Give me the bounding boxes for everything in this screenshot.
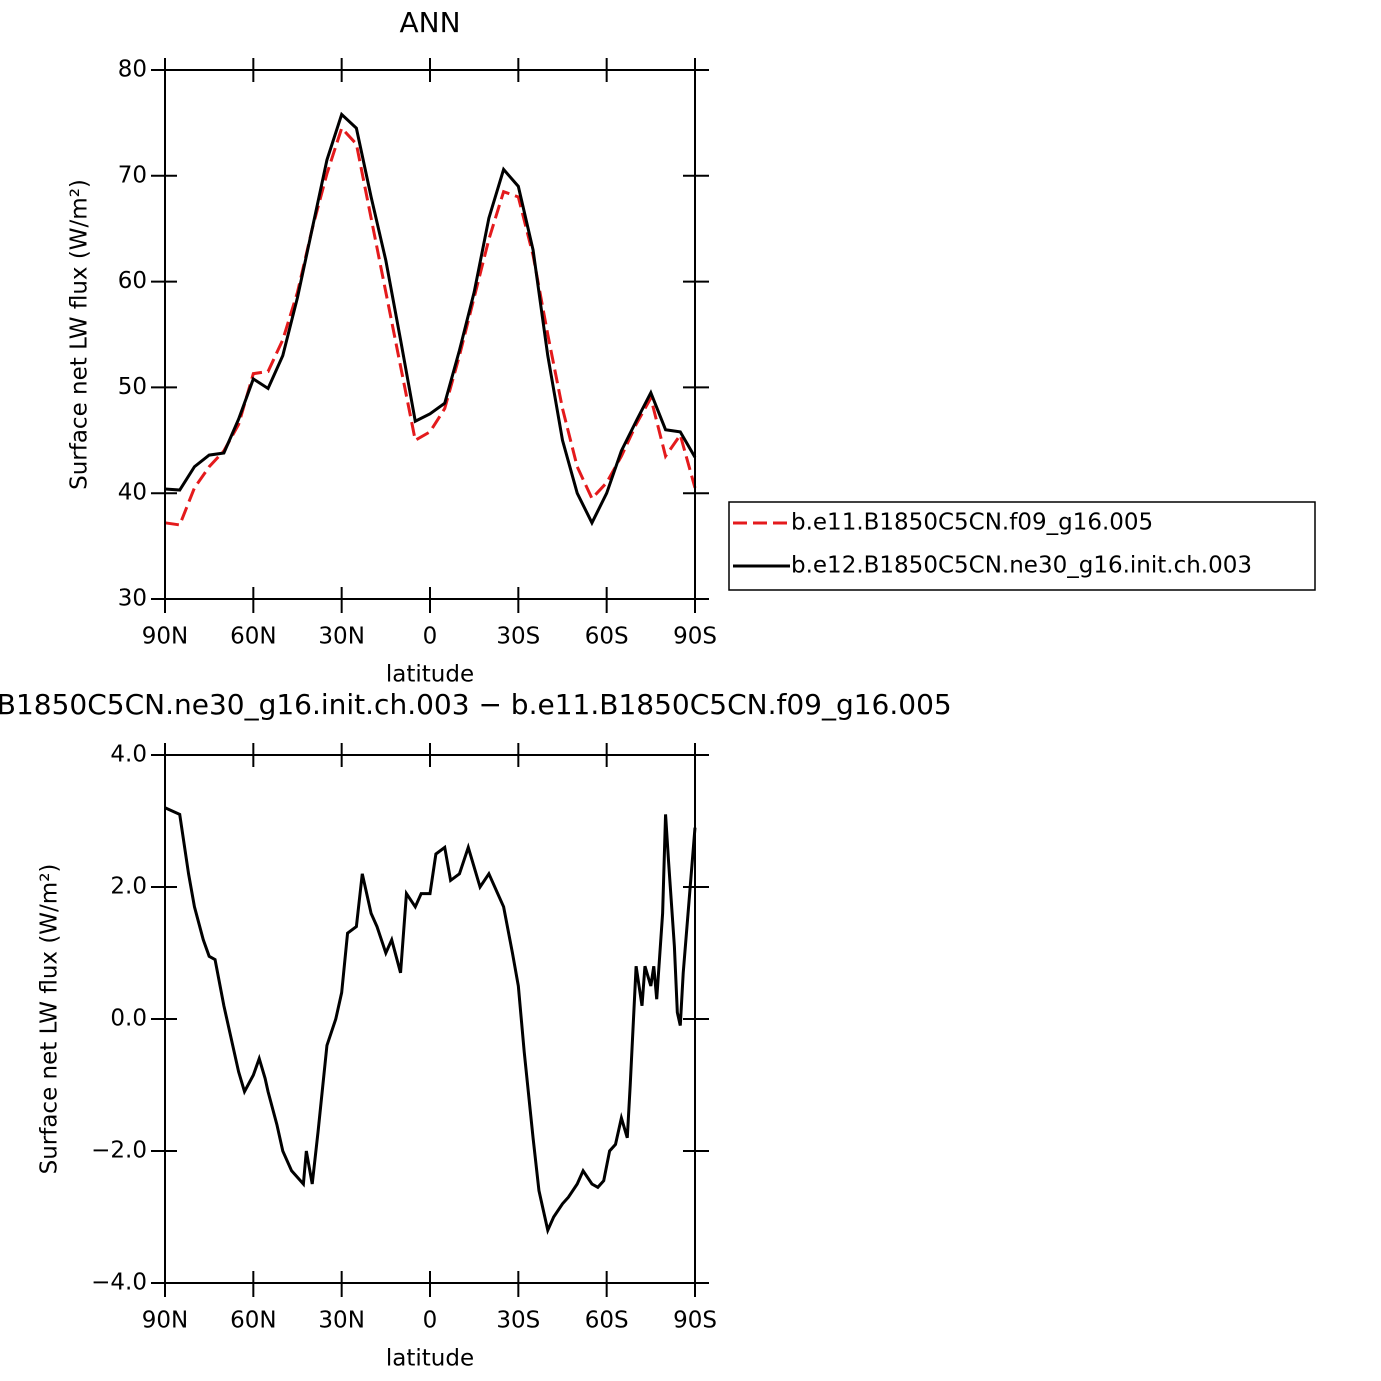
chart-title: ANN	[399, 6, 460, 39]
x-tick-label: 60S	[585, 1308, 629, 1334]
y-tick-label: 80	[118, 57, 147, 83]
x-tick-label: 60N	[230, 624, 276, 650]
y-tick-label: 2.0	[110, 874, 147, 900]
y-tick-label: −2.0	[91, 1138, 147, 1164]
legend-label: b.e11.B1850C5CN.f09_g16.005	[791, 510, 1153, 536]
y-tick-label: −4.0	[91, 1270, 147, 1296]
x-tick-label: 90N	[142, 1308, 188, 1334]
y-tick-label: 50	[118, 374, 147, 400]
x-tick-label: 90S	[673, 1308, 717, 1334]
x-tick-label: 90S	[673, 624, 717, 650]
x-tick-label: 30S	[496, 624, 540, 650]
y-tick-label: 4.0	[110, 742, 147, 768]
x-tick-label: 30S	[496, 1308, 540, 1334]
x-axis-label: latitude	[386, 662, 474, 688]
x-tick-label: 0	[423, 624, 438, 650]
y-tick-label: 40	[118, 480, 147, 506]
y-tick-label: 0.0	[110, 1006, 147, 1032]
data-line	[164, 806, 697, 1235]
x-tick-label: 90N	[142, 624, 188, 650]
x-tick-label: 30N	[318, 624, 364, 650]
y-tick-label: 70	[118, 162, 147, 188]
y-tick-label: 30	[118, 586, 147, 612]
y-axis-label: Surface net LW flux (W/m²)	[67, 179, 93, 490]
y-axis-label: Surface net LW flux (W/m²)	[37, 864, 63, 1175]
data-line	[164, 111, 697, 527]
legend-label: b.e12.B1850C5CN.ne30_g16.init.ch.003	[791, 553, 1252, 579]
x-tick-label: 30N	[318, 1308, 364, 1334]
x-tick-label: 60N	[230, 1308, 276, 1334]
plot-frame	[164, 69, 696, 600]
data-line	[164, 125, 697, 527]
plot-frame	[164, 754, 696, 1284]
x-tick-label: 0	[423, 1308, 438, 1334]
legend-box	[728, 501, 1316, 591]
y-tick-label: 60	[118, 268, 147, 294]
chart-title: b.e12.B1850C5CN.ne30_g16.init.ch.003 − b…	[0, 688, 952, 721]
x-tick-label: 60S	[585, 624, 629, 650]
x-axis-label: latitude	[386, 1346, 474, 1372]
